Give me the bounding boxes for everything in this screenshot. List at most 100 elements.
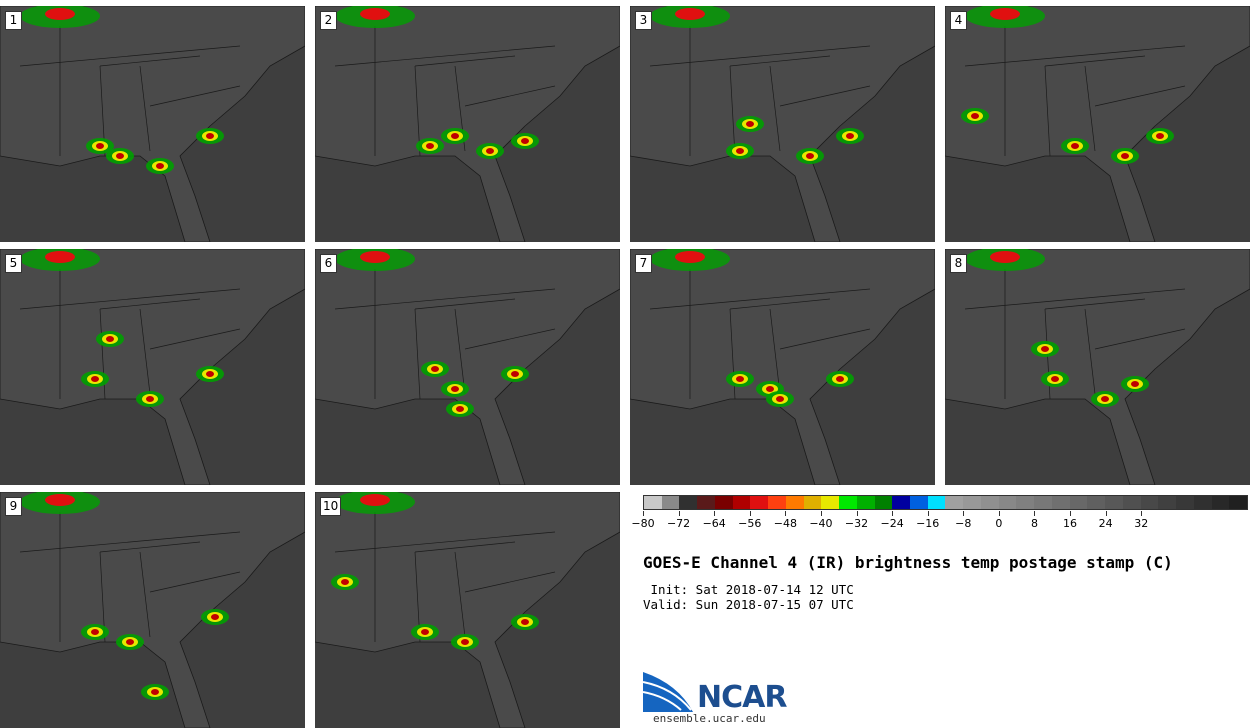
- map-image: [315, 492, 620, 728]
- logo-url: ensemble.ucar.edu: [653, 712, 766, 725]
- colorbar-tick-label: −56: [738, 517, 762, 530]
- colorbar-swatch: [697, 496, 715, 509]
- colorbar-tick: [1070, 511, 1072, 516]
- colorbar-tick-label: −64: [702, 517, 726, 530]
- colorbar-swatch: [1229, 496, 1247, 509]
- colorbar-tick: [927, 511, 929, 516]
- colorbar-swatch: [874, 496, 893, 509]
- colorbar-tick: [678, 511, 680, 516]
- colorbar-swatch: [945, 496, 964, 509]
- colorbar-swatch: [1051, 496, 1070, 509]
- colorbar-tick: [1034, 511, 1036, 516]
- map-image: [315, 249, 620, 485]
- valid-time: Valid: Sun 2018-07-15 07 UTC: [643, 597, 854, 612]
- panel-number: 3: [635, 11, 652, 30]
- map-image: [315, 6, 620, 242]
- colorbar-swatch: [892, 496, 911, 509]
- colorbar-swatch: [661, 496, 680, 509]
- colorbar-tick-label: 24: [1098, 517, 1113, 530]
- colorbar-tick: [856, 511, 858, 516]
- map-image: [945, 249, 1250, 485]
- panel-number: 8: [950, 254, 967, 273]
- colorbar-swatch: [1122, 496, 1141, 509]
- colorbar-tick: [998, 511, 1000, 516]
- colorbar-swatch: [839, 496, 857, 509]
- colorbar-swatch: [732, 496, 751, 509]
- colorbar-swatch: [1105, 496, 1123, 509]
- colorbar-tick-label: −80: [631, 517, 655, 530]
- panel-number: 5: [5, 254, 22, 273]
- colorbar-swatch: [1140, 496, 1159, 509]
- map-panel-8: 8: [945, 249, 1250, 485]
- map-image: [630, 6, 935, 242]
- colorbar-swatch: [1069, 496, 1088, 509]
- colorbar-tick-label: 16: [1063, 517, 1078, 530]
- colorbar-swatch: [785, 496, 804, 509]
- colorbar-swatch: [644, 496, 662, 509]
- colorbar-tick: [1141, 511, 1143, 516]
- colorbar-tick-label: −40: [809, 517, 833, 530]
- colorbar-tick: [714, 511, 716, 516]
- panel-number: 10: [320, 497, 342, 516]
- colorbar-tick: [785, 511, 787, 516]
- colorbar-swatch: [1193, 496, 1212, 509]
- ncar-logo-word: NCAR: [697, 680, 787, 715]
- panel-number: 1: [5, 11, 22, 30]
- panel-number: 7: [635, 254, 652, 273]
- colorbar-tick-label: −8: [955, 517, 972, 530]
- colorbar-swatch: [1034, 496, 1052, 509]
- colorbar-swatch: [980, 496, 999, 509]
- map-panel-2: 2: [315, 6, 620, 242]
- ncar-logo-mark-icon: [642, 672, 693, 712]
- colorbar-swatch: [803, 496, 822, 509]
- ncar-logo: NCAR ensemble.ucar.edu: [642, 672, 803, 726]
- colorbar-swatch: [768, 496, 786, 509]
- colorbar-swatch: [714, 496, 733, 509]
- colorbar-swatch: [1087, 496, 1106, 509]
- colorbar-swatch: [1158, 496, 1177, 509]
- map-panel-4: 4: [945, 6, 1250, 242]
- colorbar-tick: [749, 511, 751, 516]
- colorbar-tick-label: 8: [1030, 517, 1038, 530]
- map-image: [0, 492, 305, 728]
- colorbar-swatch: [856, 496, 875, 509]
- colorbar-tick-label: −72: [666, 517, 691, 530]
- map-image: [0, 6, 305, 242]
- colorbar-tick: [1105, 511, 1107, 516]
- map-image: [945, 6, 1250, 242]
- map-panel-7: 7: [630, 249, 935, 485]
- colorbar-tick: [820, 511, 822, 516]
- colorbar-swatch: [1176, 496, 1194, 509]
- map-title: GOES-E Channel 4 (IR) brightness temp po…: [643, 553, 1173, 572]
- colorbar-swatch: [750, 496, 769, 509]
- colorbar: [643, 495, 1248, 510]
- map-panel-9: 9: [0, 492, 305, 728]
- colorbar-tick-label: −16: [916, 517, 940, 530]
- colorbar-swatch: [821, 496, 840, 509]
- panel-number: 4: [950, 11, 967, 30]
- colorbar-tick: [643, 511, 644, 516]
- colorbar-tick-label: −24: [880, 517, 904, 530]
- colorbar-ticks: −80 −72 −64 −56 −48 −40 −32 −24 −16 −8 0 8 16 24 32: [631, 511, 1248, 531]
- colorbar-tick-label: −48: [773, 517, 797, 530]
- colorbar-tick-label: 0: [995, 517, 1003, 530]
- map-panel-5: 5: [0, 249, 305, 485]
- colorbar-tick-label: −32: [844, 517, 869, 530]
- colorbar-swatch: [910, 496, 928, 509]
- colorbar-tick: [963, 511, 965, 516]
- map-panel-6: 6: [315, 249, 620, 485]
- colorbar-swatch: [1211, 496, 1230, 509]
- colorbar-tick: [892, 511, 894, 516]
- map-panel-3: 3: [630, 6, 935, 242]
- init-time: Init: Sat 2018-07-14 12 UTC: [643, 582, 854, 597]
- colorbar-swatch: [679, 496, 698, 509]
- panel-number: 9: [5, 497, 22, 516]
- colorbar-swatch: [927, 496, 946, 509]
- map-image: [0, 249, 305, 485]
- colorbar-tick-label: 32: [1134, 517, 1149, 530]
- colorbar-swatch: [963, 496, 981, 509]
- map-image: [630, 249, 935, 485]
- map-panel-1: 1: [0, 6, 305, 242]
- colorbar-swatch: [998, 496, 1017, 509]
- map-panel-10: 10: [315, 492, 620, 728]
